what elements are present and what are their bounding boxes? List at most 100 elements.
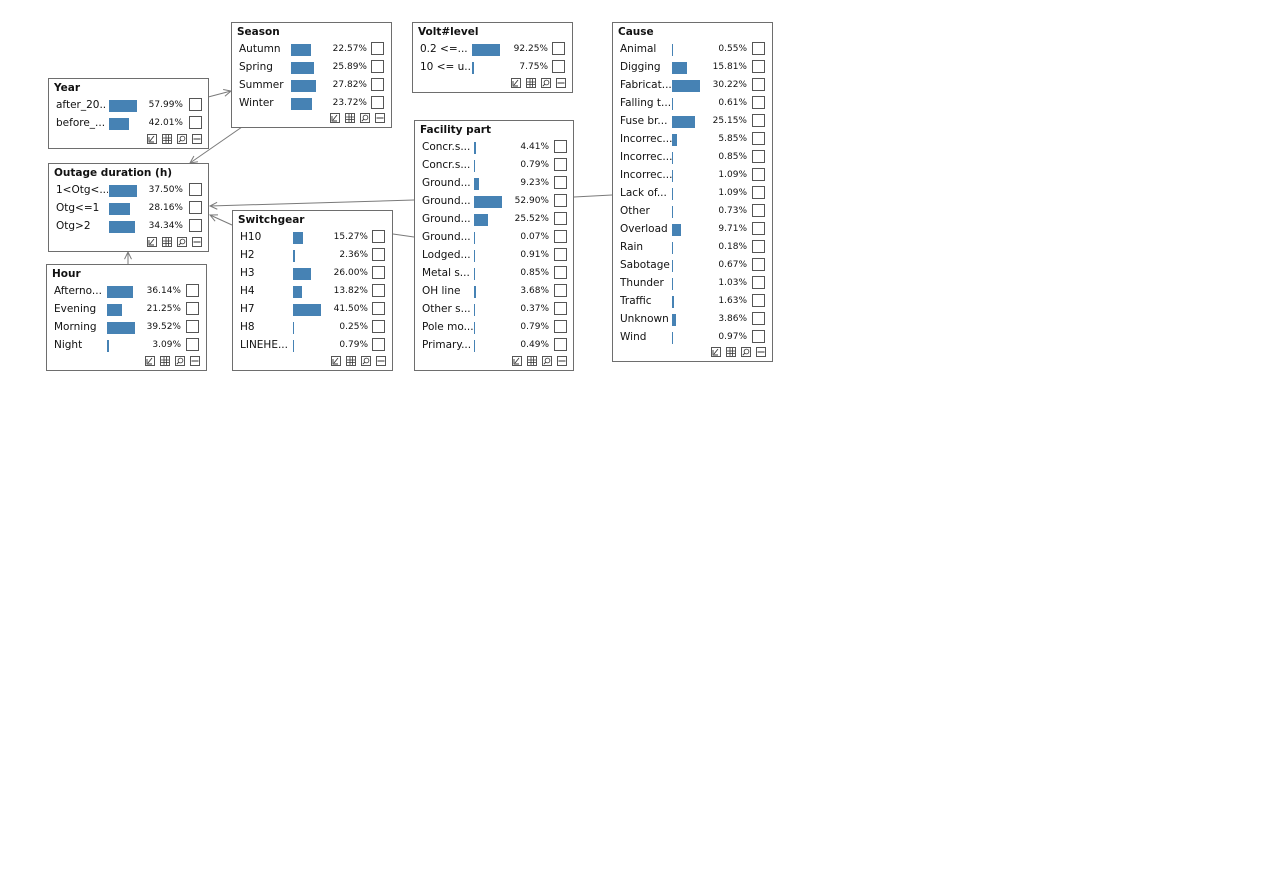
zoom-icon[interactable] xyxy=(741,347,751,357)
state-row: H8 0.25% xyxy=(233,319,394,337)
evidence-checkbox[interactable] xyxy=(752,150,765,163)
node-volt[interactable]: Volt#level 0.2 <=... 92.25% 10 <= u... 7.75% xyxy=(412,22,573,93)
evidence-checkbox[interactable] xyxy=(372,338,385,351)
evidence-checkbox[interactable] xyxy=(752,96,765,109)
minimize-icon[interactable] xyxy=(557,356,567,366)
minimize-icon[interactable] xyxy=(756,347,766,357)
edge-cause-facility xyxy=(573,194,613,198)
zoom-icon[interactable] xyxy=(177,134,187,144)
check-icon[interactable] xyxy=(147,134,157,144)
evidence-checkbox[interactable] xyxy=(554,230,567,243)
evidence-checkbox[interactable] xyxy=(186,302,199,315)
evidence-checkbox[interactable] xyxy=(752,114,765,127)
evidence-checkbox[interactable] xyxy=(752,294,765,307)
evidence-checkbox[interactable] xyxy=(752,168,765,181)
evidence-checkbox[interactable] xyxy=(371,60,384,73)
zoom-icon[interactable] xyxy=(541,78,551,88)
evidence-checkbox[interactable] xyxy=(371,96,384,109)
node-year[interactable]: Year after_20... 57.99% before_... 42.01% xyxy=(48,78,209,149)
grid-icon[interactable] xyxy=(162,134,172,144)
evidence-checkbox[interactable] xyxy=(552,60,565,73)
evidence-checkbox[interactable] xyxy=(752,186,765,199)
evidence-checkbox[interactable] xyxy=(372,230,385,243)
node-hour[interactable]: Hour Afterno... 36.14% Evening 21.25% Morning… xyxy=(46,264,207,371)
evidence-checkbox[interactable] xyxy=(752,276,765,289)
minimize-icon[interactable] xyxy=(556,78,566,88)
minimize-icon[interactable] xyxy=(376,356,386,366)
evidence-checkbox[interactable] xyxy=(554,158,567,171)
check-icon[interactable] xyxy=(331,356,341,366)
state-row: before_... 42.01% xyxy=(49,115,210,133)
evidence-checkbox[interactable] xyxy=(554,194,567,207)
minimize-icon[interactable] xyxy=(375,113,385,123)
zoom-icon[interactable] xyxy=(175,356,185,366)
minimize-icon[interactable] xyxy=(192,237,202,247)
evidence-checkbox[interactable] xyxy=(554,266,567,279)
node-outage[interactable]: Outage duration (h) 1<Otg<... 37.50% Otg<=1… xyxy=(48,163,209,252)
evidence-checkbox[interactable] xyxy=(186,320,199,333)
probability-bar xyxy=(474,304,475,316)
node-facility[interactable]: Facility part Concr.s... 4.41% Concr.s... 0.… xyxy=(414,120,574,371)
evidence-checkbox[interactable] xyxy=(372,266,385,279)
check-icon[interactable] xyxy=(511,78,521,88)
evidence-checkbox[interactable] xyxy=(189,116,202,129)
evidence-checkbox[interactable] xyxy=(554,338,567,351)
evidence-checkbox[interactable] xyxy=(554,302,567,315)
check-icon[interactable] xyxy=(711,347,721,357)
evidence-checkbox[interactable] xyxy=(752,132,765,145)
evidence-checkbox[interactable] xyxy=(372,320,385,333)
check-icon[interactable] xyxy=(330,113,340,123)
grid-icon[interactable] xyxy=(346,356,356,366)
evidence-checkbox[interactable] xyxy=(752,204,765,217)
evidence-checkbox[interactable] xyxy=(371,78,384,91)
probability-bar xyxy=(107,340,109,352)
node-cause[interactable]: Cause Animal 0.55% Digging 15.81% Fabricat...… xyxy=(612,22,773,362)
check-icon[interactable] xyxy=(147,237,157,247)
evidence-checkbox[interactable] xyxy=(752,312,765,325)
evidence-checkbox[interactable] xyxy=(554,212,567,225)
check-icon[interactable] xyxy=(512,356,522,366)
minimize-icon[interactable] xyxy=(190,356,200,366)
evidence-checkbox[interactable] xyxy=(554,284,567,297)
evidence-checkbox[interactable] xyxy=(752,42,765,55)
evidence-checkbox[interactable] xyxy=(186,338,199,351)
evidence-checkbox[interactable] xyxy=(372,284,385,297)
zoom-icon[interactable] xyxy=(360,113,370,123)
evidence-checkbox[interactable] xyxy=(371,42,384,55)
state-row: Incorrec... 5.85% xyxy=(613,131,774,149)
evidence-checkbox[interactable] xyxy=(554,248,567,261)
grid-icon[interactable] xyxy=(527,356,537,366)
evidence-checkbox[interactable] xyxy=(752,78,765,91)
state-label: OH line xyxy=(422,285,461,297)
evidence-checkbox[interactable] xyxy=(752,60,765,73)
minimize-icon[interactable] xyxy=(192,134,202,144)
check-icon[interactable] xyxy=(145,356,155,366)
evidence-checkbox[interactable] xyxy=(372,248,385,261)
zoom-icon[interactable] xyxy=(361,356,371,366)
evidence-checkbox[interactable] xyxy=(186,284,199,297)
evidence-checkbox[interactable] xyxy=(189,219,202,232)
evidence-checkbox[interactable] xyxy=(554,320,567,333)
zoom-icon[interactable] xyxy=(542,356,552,366)
zoom-icon[interactable] xyxy=(177,237,187,247)
state-label: Otg<=1 xyxy=(56,202,100,214)
evidence-checkbox[interactable] xyxy=(752,258,765,271)
grid-icon[interactable] xyxy=(345,113,355,123)
evidence-checkbox[interactable] xyxy=(752,240,765,253)
evidence-checkbox[interactable] xyxy=(752,222,765,235)
node-switchgear[interactable]: Switchgear H10 15.27% H2 2.36% H3 26.00% H4 13.8… xyxy=(232,210,393,371)
evidence-checkbox[interactable] xyxy=(552,42,565,55)
grid-icon[interactable] xyxy=(526,78,536,88)
evidence-checkbox[interactable] xyxy=(554,176,567,189)
node-season[interactable]: Season Autumn 22.57% Spring 25.89% Summer 27.8… xyxy=(231,22,392,128)
evidence-checkbox[interactable] xyxy=(189,201,202,214)
evidence-checkbox[interactable] xyxy=(372,302,385,315)
evidence-checkbox[interactable] xyxy=(554,140,567,153)
evidence-checkbox[interactable] xyxy=(189,183,202,196)
evidence-checkbox[interactable] xyxy=(752,330,765,343)
grid-icon[interactable] xyxy=(162,237,172,247)
evidence-checkbox[interactable] xyxy=(189,98,202,111)
grid-icon[interactable] xyxy=(160,356,170,366)
state-percentage: 25.52% xyxy=(514,214,549,224)
grid-icon[interactable] xyxy=(726,347,736,357)
